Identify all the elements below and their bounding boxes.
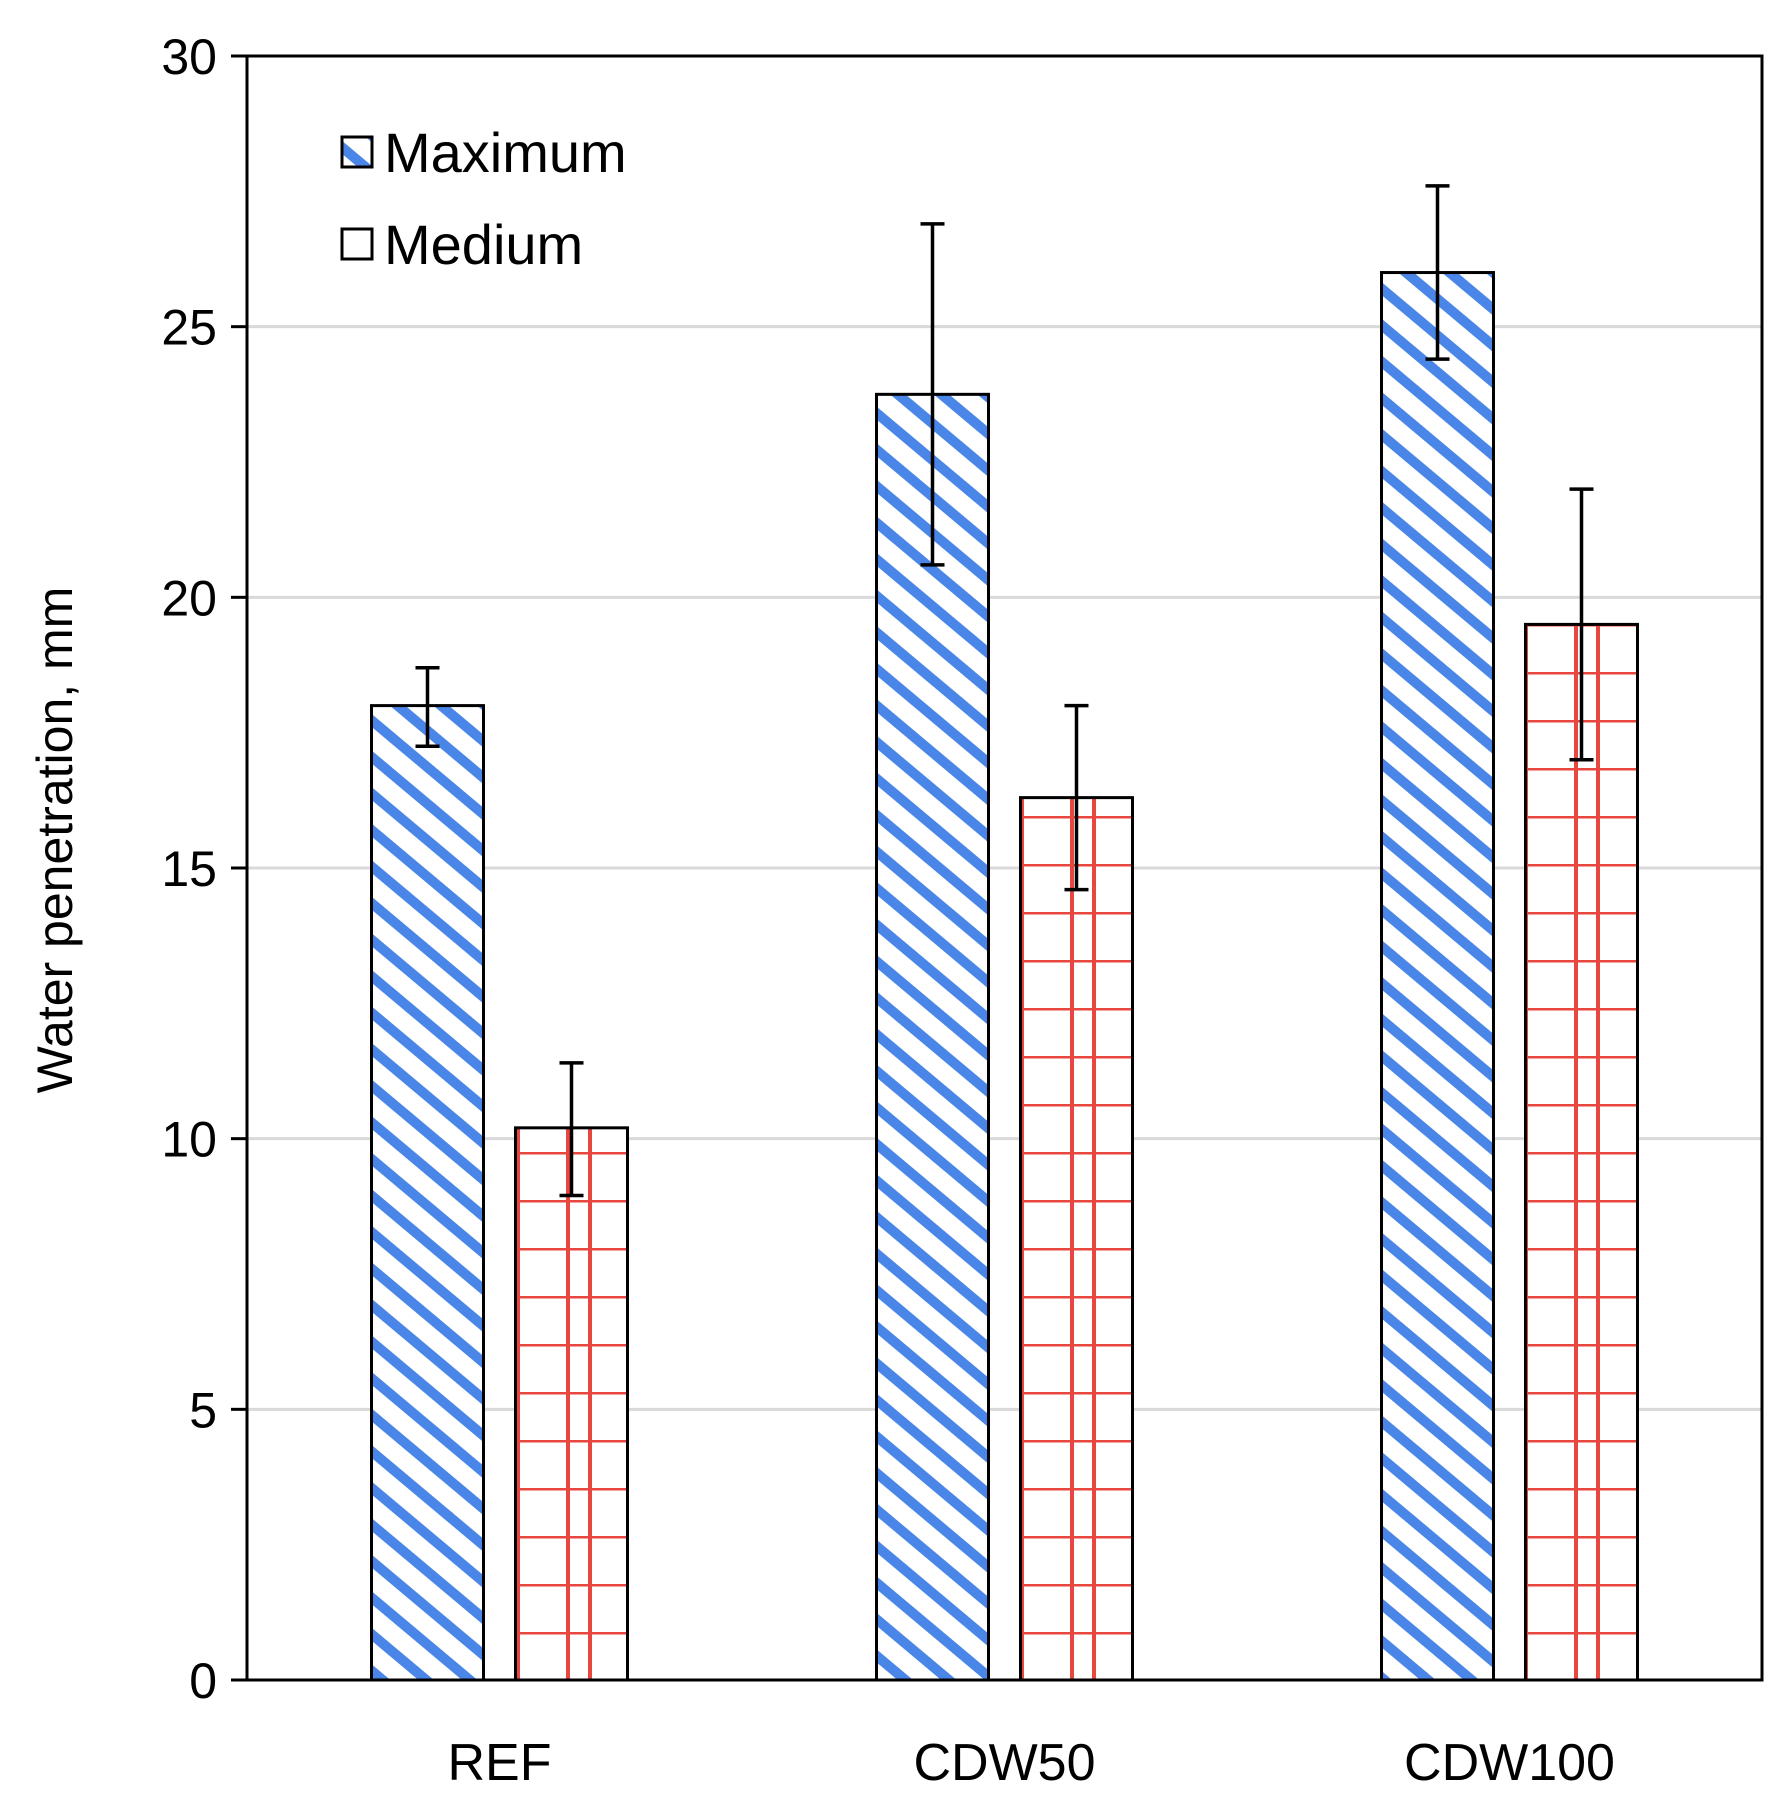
bar-medium-ref: [515, 1127, 628, 1680]
gridlines: [247, 325, 1762, 1411]
bars: [370, 271, 1639, 1682]
legend-swatch-medium: [340, 227, 374, 261]
y-tick-label-20: 20: [161, 570, 217, 626]
y-tick-label-0: 0: [189, 1653, 217, 1709]
error-bar-maximum-cdw50: [920, 222, 945, 567]
error-bars: [415, 184, 1594, 1198]
y-tick-label-30: 30: [161, 29, 217, 85]
bar-medium-cdw100: [1525, 624, 1638, 1680]
legend-label-medium: Medium: [384, 213, 583, 276]
legend-label-maximum: Maximum: [384, 121, 627, 184]
y-tick-label-5: 5: [189, 1382, 217, 1438]
y-tick-label-15: 15: [161, 841, 217, 897]
x-tick-label-cdw100: CDW100: [1404, 1734, 1615, 1792]
bar-maximum-cdw50: [876, 394, 989, 1680]
y-axis-title: Water penetration, mm: [27, 587, 83, 1094]
bar-maximum-cdw100: [1381, 272, 1494, 1680]
error-bar-medium-cdw100: [1569, 487, 1594, 762]
axes: REF CDW50 CDW100 0 5 10 15 20 25 30: [161, 29, 1764, 1792]
error-bar-medium-cdw50: [1064, 703, 1089, 892]
error-bar-medium-ref: [559, 1061, 584, 1198]
y-tick-label-10: 10: [161, 1112, 217, 1168]
legend: Maximum Medium: [340, 121, 627, 276]
legend-item-medium: Medium: [340, 213, 583, 276]
error-bar-maximum-ref: [415, 665, 440, 748]
x-tick-label-cdw50: CDW50: [913, 1734, 1095, 1792]
bar-maximum-ref: [371, 705, 484, 1680]
legend-item-maximum: Maximum: [340, 121, 627, 184]
bar-medium-cdw50: [1020, 797, 1133, 1680]
x-tick-label-ref: REF: [448, 1734, 552, 1792]
legend-swatch-maximum: [340, 135, 374, 169]
y-tick-label-25: 25: [161, 300, 217, 356]
error-bar-maximum-cdw100: [1425, 184, 1450, 361]
